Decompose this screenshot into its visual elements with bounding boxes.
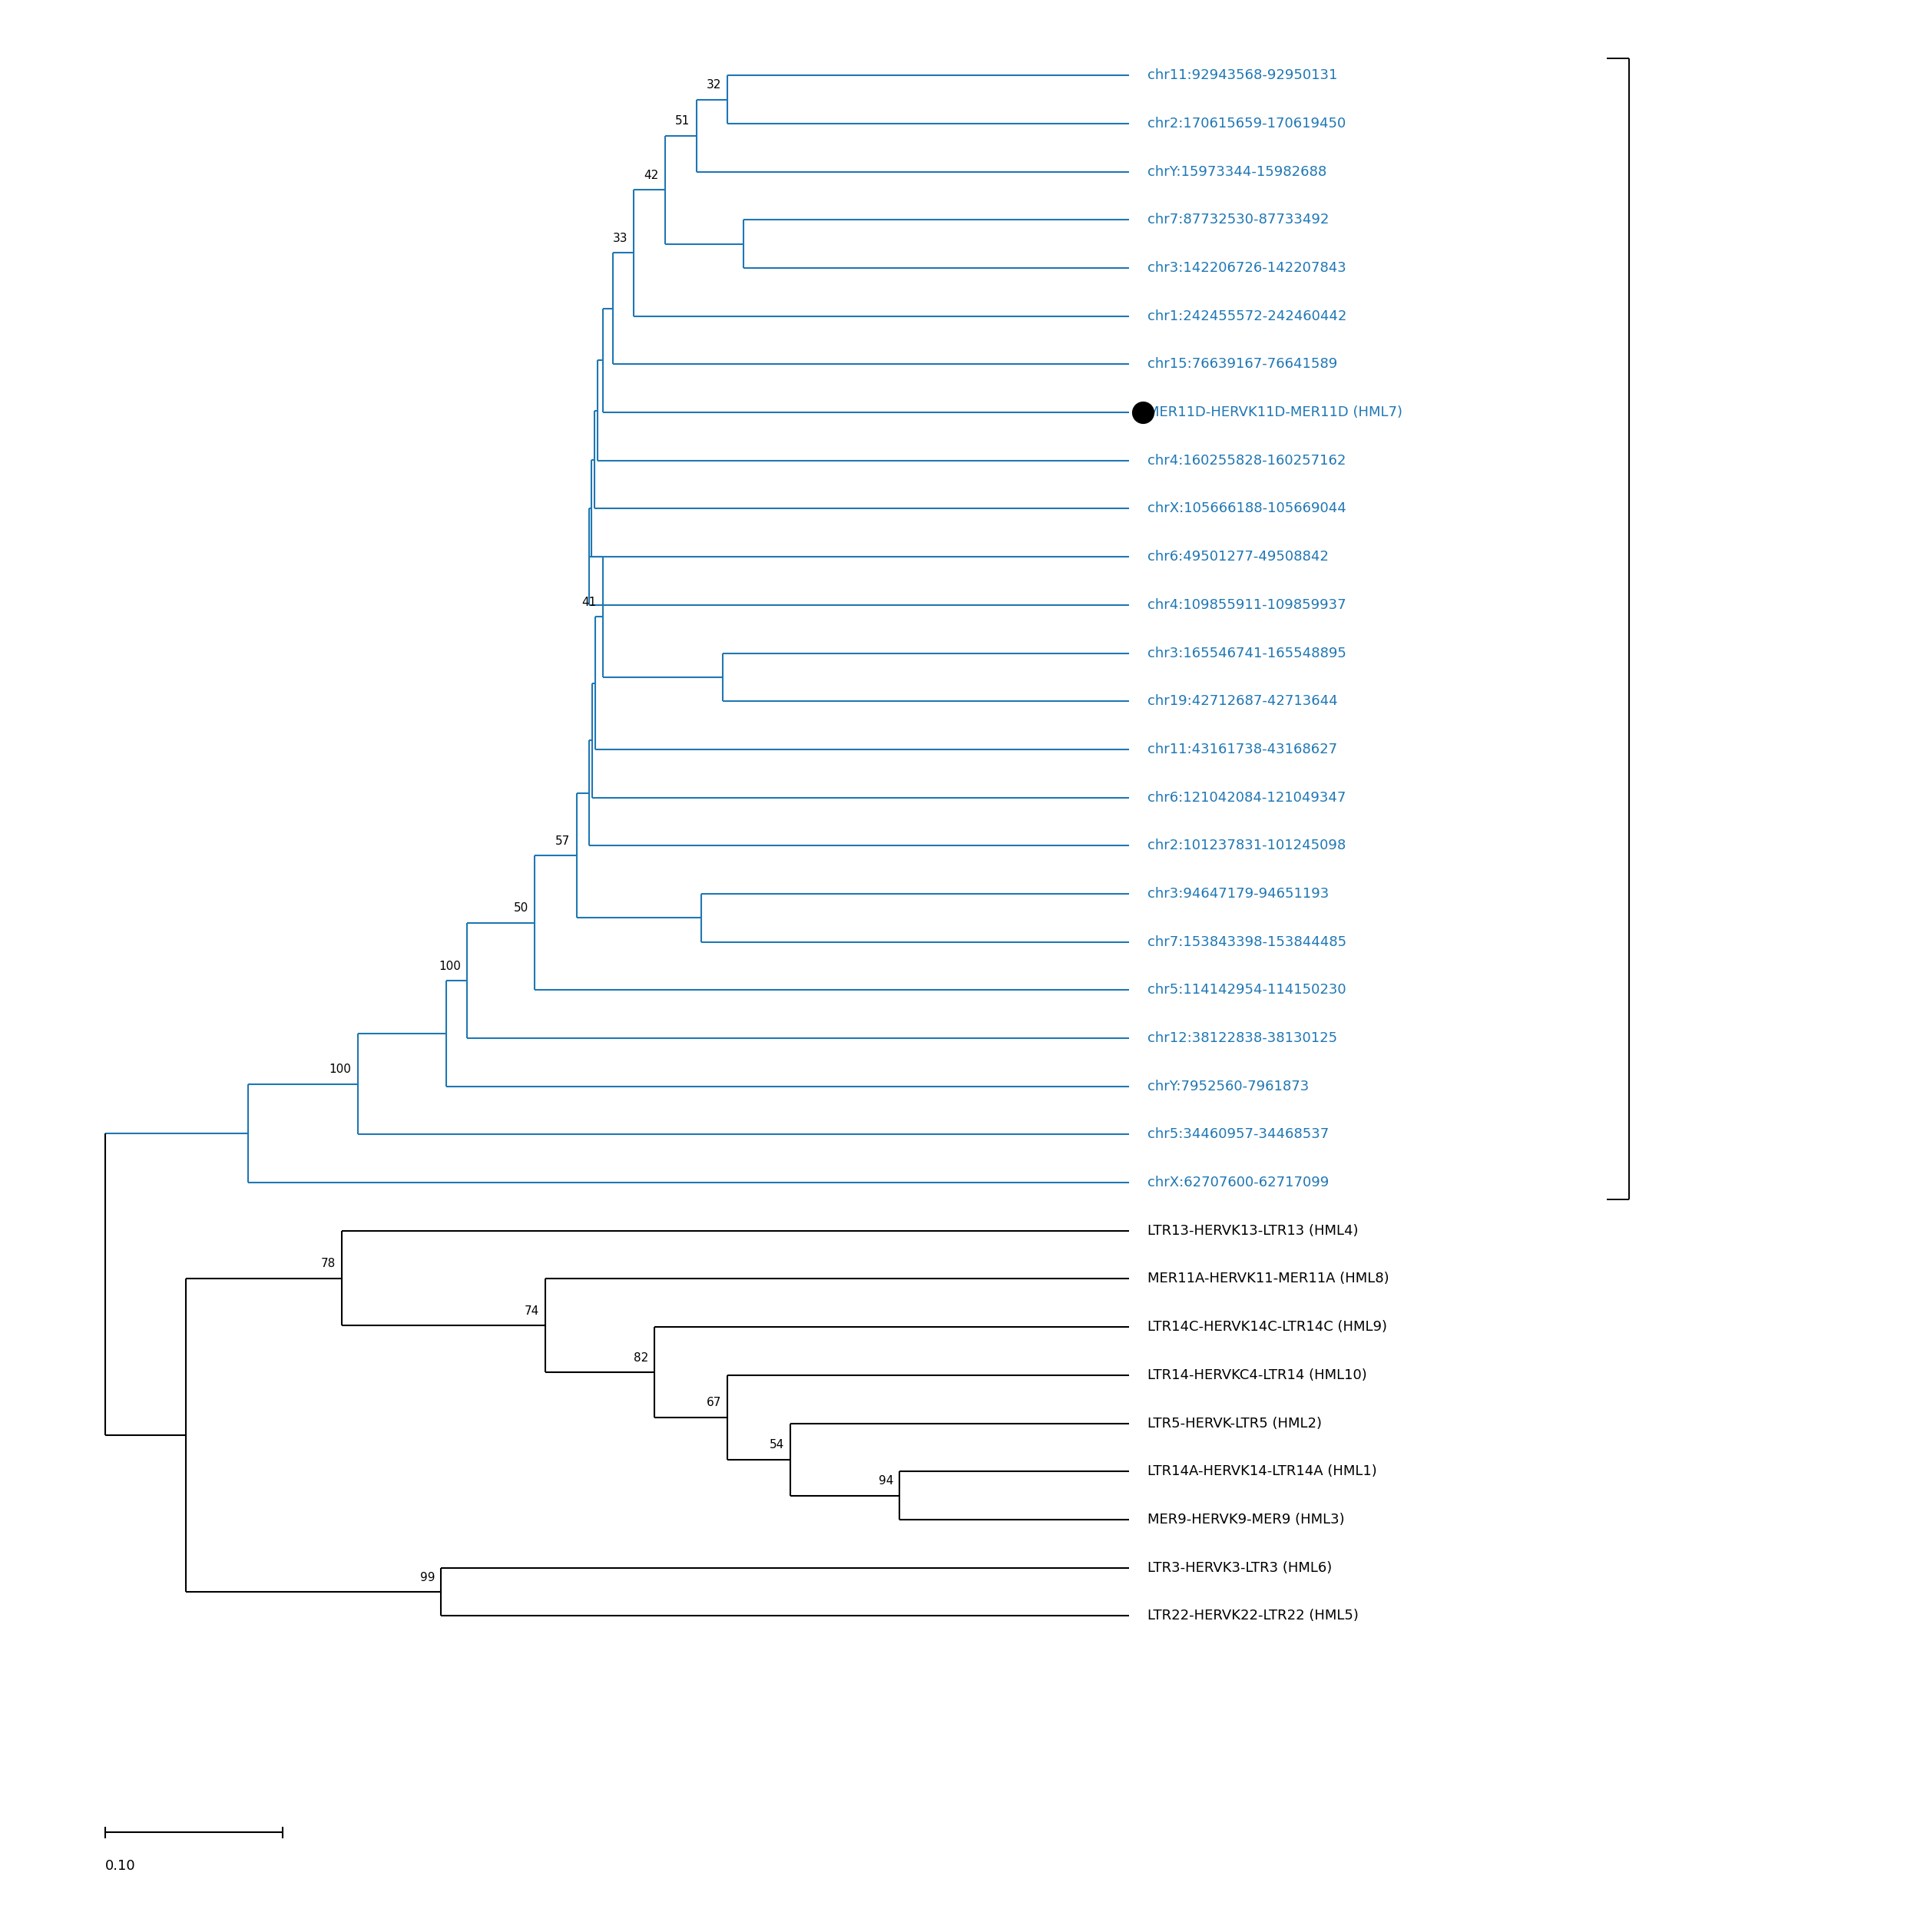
Text: chr11:92943568-92950131: chr11:92943568-92950131: [1148, 68, 1338, 83]
Text: chr3:142206726-142207843: chr3:142206726-142207843: [1148, 261, 1346, 274]
Text: chr5:34460957-34468537: chr5:34460957-34468537: [1148, 1128, 1328, 1142]
Text: chr2:101237831-101245098: chr2:101237831-101245098: [1148, 838, 1346, 852]
Text: 54: 54: [769, 1439, 785, 1451]
Text: chr6:121042084-121049347: chr6:121042084-121049347: [1148, 790, 1346, 804]
Text: 74: 74: [524, 1306, 540, 1318]
Text: LTR3-HERVK3-LTR3 (HML6): LTR3-HERVK3-LTR3 (HML6): [1148, 1561, 1332, 1575]
Text: chrY:7952560-7961873: chrY:7952560-7961873: [1148, 1080, 1309, 1094]
Text: 99: 99: [419, 1571, 434, 1582]
Text: 33: 33: [612, 232, 628, 243]
Text: LTR14A-HERVK14-LTR14A (HML1): LTR14A-HERVK14-LTR14A (HML1): [1148, 1464, 1378, 1478]
Text: 78: 78: [322, 1258, 335, 1269]
Text: 100: 100: [438, 960, 461, 972]
Text: chrY:15973344-15982688: chrY:15973344-15982688: [1148, 164, 1326, 178]
Text: chr5:114142954-114150230: chr5:114142954-114150230: [1148, 983, 1346, 997]
Text: chr3:165546741-165548895: chr3:165546741-165548895: [1148, 645, 1347, 661]
Text: chr15:76639167-76641589: chr15:76639167-76641589: [1148, 357, 1338, 371]
Text: 50: 50: [513, 902, 528, 914]
Text: 100: 100: [329, 1065, 352, 1076]
Text: chr7:153843398-153844485: chr7:153843398-153844485: [1148, 935, 1347, 949]
Text: chr1:242455572-242460442: chr1:242455572-242460442: [1148, 309, 1347, 323]
Text: MER11A-HERVK11-MER11A (HML8): MER11A-HERVK11-MER11A (HML8): [1148, 1271, 1390, 1287]
Text: 94: 94: [879, 1476, 894, 1488]
Text: 0.10: 0.10: [105, 1859, 136, 1872]
Text: 57: 57: [555, 835, 570, 846]
Text: 41: 41: [582, 597, 597, 609]
Text: 42: 42: [645, 170, 658, 182]
Text: chr12:38122838-38130125: chr12:38122838-38130125: [1148, 1032, 1338, 1045]
Text: 67: 67: [706, 1397, 722, 1408]
Text: LTR22-HERVK22-LTR22 (HML5): LTR22-HERVK22-LTR22 (HML5): [1148, 1609, 1359, 1623]
Text: LTR14-HERVKC4-LTR14 (HML10): LTR14-HERVKC4-LTR14 (HML10): [1148, 1368, 1367, 1381]
Text: MER9-HERVK9-MER9 (HML3): MER9-HERVK9-MER9 (HML3): [1148, 1513, 1346, 1526]
Text: MER11D-HERVK11D-MER11D (HML7): MER11D-HERVK11D-MER11D (HML7): [1148, 406, 1403, 419]
Text: chr2:170615659-170619450: chr2:170615659-170619450: [1148, 116, 1346, 131]
Text: chrX:62707600-62717099: chrX:62707600-62717099: [1148, 1177, 1328, 1190]
Text: chr4:160255828-160257162: chr4:160255828-160257162: [1148, 454, 1346, 468]
Text: chr7:87732530-87733492: chr7:87732530-87733492: [1148, 213, 1330, 226]
Text: LTR5-HERVK-LTR5 (HML2): LTR5-HERVK-LTR5 (HML2): [1148, 1416, 1323, 1430]
Text: chr19:42712687-42713644: chr19:42712687-42713644: [1148, 694, 1338, 709]
Text: chr4:109855911-109859937: chr4:109855911-109859937: [1148, 599, 1346, 612]
Text: 51: 51: [676, 116, 691, 128]
Text: chrX:105666188-105669044: chrX:105666188-105669044: [1148, 502, 1346, 516]
Text: 32: 32: [706, 79, 722, 91]
Text: LTR14C-HERVK14C-LTR14C (HML9): LTR14C-HERVK14C-LTR14C (HML9): [1148, 1320, 1388, 1333]
Text: LTR13-HERVK13-LTR13 (HML4): LTR13-HERVK13-LTR13 (HML4): [1148, 1223, 1359, 1238]
Text: chr6:49501277-49508842: chr6:49501277-49508842: [1148, 551, 1328, 564]
Text: 82: 82: [634, 1352, 649, 1364]
Text: chr3:94647179-94651193: chr3:94647179-94651193: [1148, 887, 1328, 900]
Text: chr11:43161738-43168627: chr11:43161738-43168627: [1148, 742, 1338, 755]
